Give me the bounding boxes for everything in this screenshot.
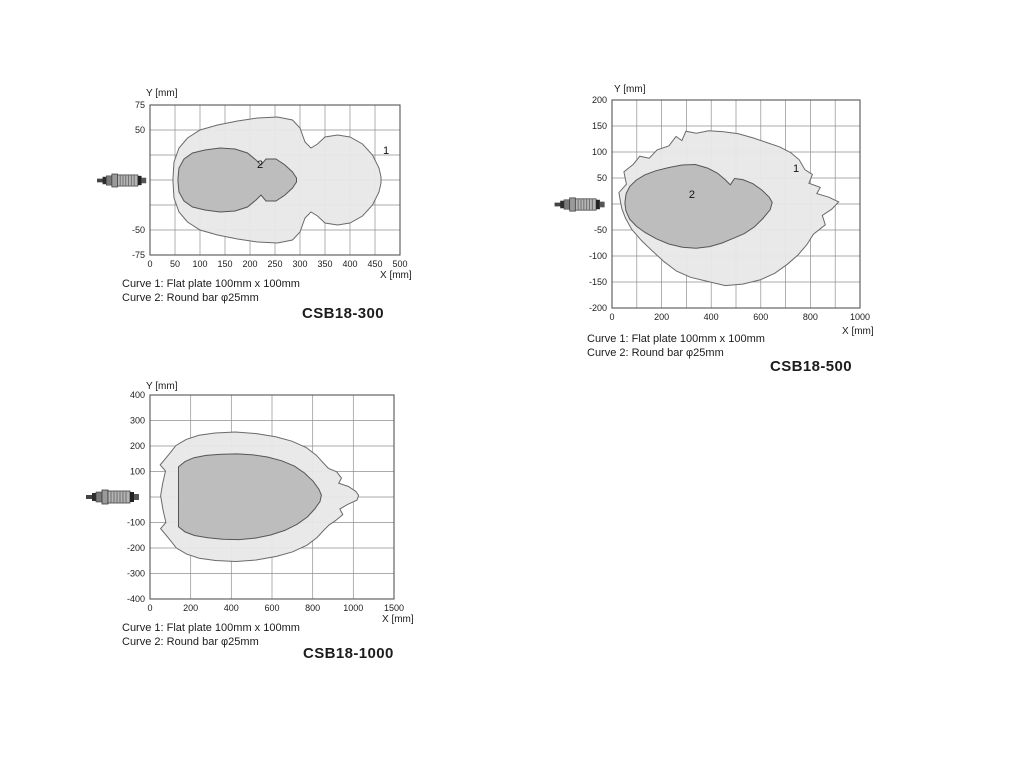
x-tick-label: 800 (803, 312, 818, 322)
y-tick-label: 200 (130, 441, 145, 451)
chart-caption: Curve 1: Flat plate 100mm x 100mm Curve … (122, 277, 300, 305)
y-tick-label: -200 (589, 303, 607, 313)
y-tick-label: -100 (127, 518, 145, 528)
curve-number-label: 1 (383, 145, 389, 157)
y-tick-label: 75 (135, 100, 145, 110)
curve-number-label: 2 (257, 159, 263, 171)
caption-curve1: Curve 1: Flat plate 100mm x 100mm (122, 278, 300, 290)
sensor-icon (97, 172, 149, 189)
y-tick-label: 200 (592, 95, 607, 105)
chart-block-csb18-500: Y [mm] 0 200 400 600 800 1000 200 150 100 50 -50 -1… (612, 84, 874, 375)
x-tick-label: 0 (147, 603, 152, 613)
x-tick-label: 500 (392, 259, 407, 269)
caption-curve1: Curve 1: Flat plate 100mm x 100mm (122, 622, 300, 634)
y-tick-label: 100 (592, 147, 607, 157)
x-tick-label: 1000 (343, 603, 363, 613)
y-tick-label: 100 (130, 467, 145, 477)
y-axis-label: Y [mm] (146, 381, 178, 392)
y-tick-label: 50 (597, 173, 607, 183)
x-tick-label: 0 (147, 259, 152, 269)
chart-caption: Curve 1: Flat plate 100mm x 100mm Curve … (587, 332, 765, 360)
caption-curve1: Curve 1: Flat plate 100mm x 100mm (587, 333, 765, 345)
chart-caption: Curve 1: Flat plate 100mm x 100mm Curve … (122, 621, 300, 649)
y-tick-label: 400 (130, 390, 145, 400)
y-tick-label: -75 (132, 250, 145, 260)
y-tick-label: 150 (592, 121, 607, 131)
x-tick-label: 300 (292, 259, 307, 269)
model-title: CSB18-300 (302, 305, 384, 322)
y-tick-label: 300 (130, 416, 145, 426)
curve-2-round-bar (624, 163, 773, 249)
x-tick-label: 200 (242, 259, 257, 269)
curve-2-round-bar (178, 453, 322, 541)
plot-area: 0 200 400 600 800 1000 1500 400 300 200 100 -100 -20… (127, 390, 404, 613)
x-axis-label: X [mm] (382, 614, 414, 625)
x-tick-label: 50 (170, 259, 180, 269)
plot-area: 0 200 400 600 800 1000 200 150 100 50 -50 -100 -150 -… (589, 95, 870, 322)
x-tick-label: 400 (342, 259, 357, 269)
curve-2-round-bar (177, 147, 297, 213)
y-tick-label: -400 (127, 594, 145, 604)
y-tick-label: -150 (589, 277, 607, 287)
x-tick-label: 1500 (384, 603, 404, 613)
chart-block-csb18-300: Y [mm] 0 50 100 150 200 250 300 350 400 450 500 75 5… (150, 88, 412, 322)
x-tick-label: 1000 (850, 312, 870, 322)
x-axis-label: X [mm] (380, 270, 412, 281)
model-title: CSB18-1000 (303, 645, 394, 662)
curve-number-label: 2 (689, 189, 695, 201)
x-tick-label: 200 (183, 603, 198, 613)
sensor-icon (86, 488, 142, 506)
x-tick-label: 100 (192, 259, 207, 269)
y-tick-label: -100 (589, 251, 607, 261)
y-axis-label: Y [mm] (614, 84, 646, 95)
y-tick-label: -300 (127, 569, 145, 579)
plot-area: 0 50 100 150 200 250 300 350 400 450 500 75 50 -50 -75… (132, 100, 408, 269)
y-tick-label: -50 (132, 225, 145, 235)
x-tick-label: 0 (609, 312, 614, 322)
curve-number-label: 1 (793, 163, 799, 175)
x-tick-label: 450 (367, 259, 382, 269)
caption-curve2: Curve 2: Round bar φ25mm (587, 347, 724, 359)
x-tick-label: 600 (753, 312, 768, 322)
x-axis-label: X [mm] (842, 326, 874, 337)
x-tick-label: 250 (267, 259, 282, 269)
caption-curve2: Curve 2: Round bar φ25mm (122, 292, 259, 304)
x-tick-label: 400 (704, 312, 719, 322)
y-axis-label: Y [mm] (146, 88, 178, 99)
caption-curve2: Curve 2: Round bar φ25mm (122, 636, 259, 648)
x-tick-label: 800 (305, 603, 320, 613)
chart-block-csb18-1000: Y [mm] 0 200 400 600 800 1000 1500 400 300 200 100… (150, 381, 414, 662)
y-tick-label: -50 (594, 225, 607, 235)
x-tick-label: 400 (224, 603, 239, 613)
x-tick-label: 200 (654, 312, 669, 322)
x-tick-label: 600 (264, 603, 279, 613)
sensor-icon (554, 196, 608, 213)
y-tick-label: 50 (135, 125, 145, 135)
x-tick-label: 350 (317, 259, 332, 269)
model-title: CSB18-500 (770, 358, 852, 375)
x-tick-label: 150 (217, 259, 232, 269)
y-tick-label: -200 (127, 543, 145, 553)
